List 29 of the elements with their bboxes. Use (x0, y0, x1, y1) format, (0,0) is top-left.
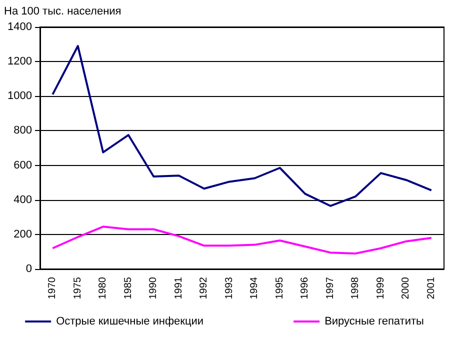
x-tick-label: 1975 (72, 276, 84, 300)
y-tick-label: 200 (14, 228, 32, 240)
line-series (52, 226, 432, 254)
x-tick-label: 1996 (300, 276, 311, 300)
x-tick-label: 1993 (224, 276, 235, 300)
x-tick-label: 1997 (324, 276, 336, 300)
y-tick-label: 1200 (8, 56, 32, 68)
x-tick-label: 1980 (98, 276, 109, 300)
x-tick-label: 1994 (249, 276, 260, 300)
y-axis-title: На 100 тыс. населения (4, 6, 122, 18)
x-tick-label: 1992 (198, 276, 210, 300)
x-tick-label: 1970 (47, 276, 58, 300)
legend-label: Вирусные гепатиты (324, 316, 424, 328)
x-tick-label: 1995 (274, 276, 286, 300)
y-tick-label: 600 (14, 159, 32, 172)
x-tick-label: 1991 (173, 276, 184, 300)
x-tick-label: 1985 (122, 276, 134, 300)
y-tick-label: 1000 (8, 90, 32, 102)
x-tick-label: 2001 (426, 276, 437, 300)
x-tick-label: 1998 (350, 276, 362, 300)
x-tick-label: 2000 (400, 276, 412, 300)
y-tick-label: 400 (14, 194, 32, 206)
x-tick-label: 1999 (375, 276, 386, 300)
line-series (52, 45, 432, 207)
x-tick-label: 1990 (148, 276, 160, 300)
y-tick-label: 800 (14, 124, 32, 137)
y-tick-label: 0 (26, 263, 32, 275)
y-tick-label: 1400 (8, 21, 32, 33)
legend-label: Острые кишечные инфекции (56, 316, 204, 328)
